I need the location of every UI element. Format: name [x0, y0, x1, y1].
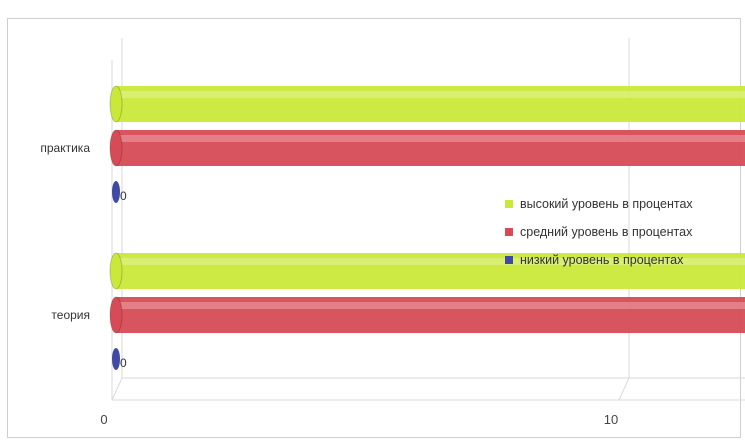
data-label: 0 [120, 189, 127, 203]
bar-low-theory [112, 348, 120, 370]
category-label: практика [40, 141, 90, 155]
category-label: теория [51, 308, 90, 322]
bar-medium-practice [109, 129, 745, 167]
gridline-floor [618, 377, 630, 401]
bar-low-practice [112, 181, 120, 203]
legend-swatch-low [505, 256, 513, 264]
legend-swatch-medium [505, 228, 513, 236]
legend-swatch-high [505, 200, 513, 208]
legend-item-high: высокий уровень в процентах [505, 190, 693, 218]
legend-label-high: высокий уровень в процентах [520, 197, 693, 211]
chart-frame [7, 18, 741, 438]
bar-high-practice [109, 85, 745, 123]
legend-label-low: низкий уровень в процентах [520, 253, 684, 267]
x-tick-label: 0 [100, 412, 107, 427]
data-label: 0 [120, 356, 127, 370]
bar-medium-theory [109, 296, 745, 334]
bar-high-theory [109, 252, 745, 290]
legend: высокий уровень в процентах средний уров… [505, 190, 693, 274]
legend-label-medium: средний уровень в процентах [520, 225, 693, 239]
legend-item-medium: средний уровень в процентах [505, 218, 693, 246]
gridline-floor [111, 377, 123, 401]
x-tick-label: 10 [604, 412, 618, 427]
legend-item-low: низкий уровень в процентах [505, 246, 693, 274]
